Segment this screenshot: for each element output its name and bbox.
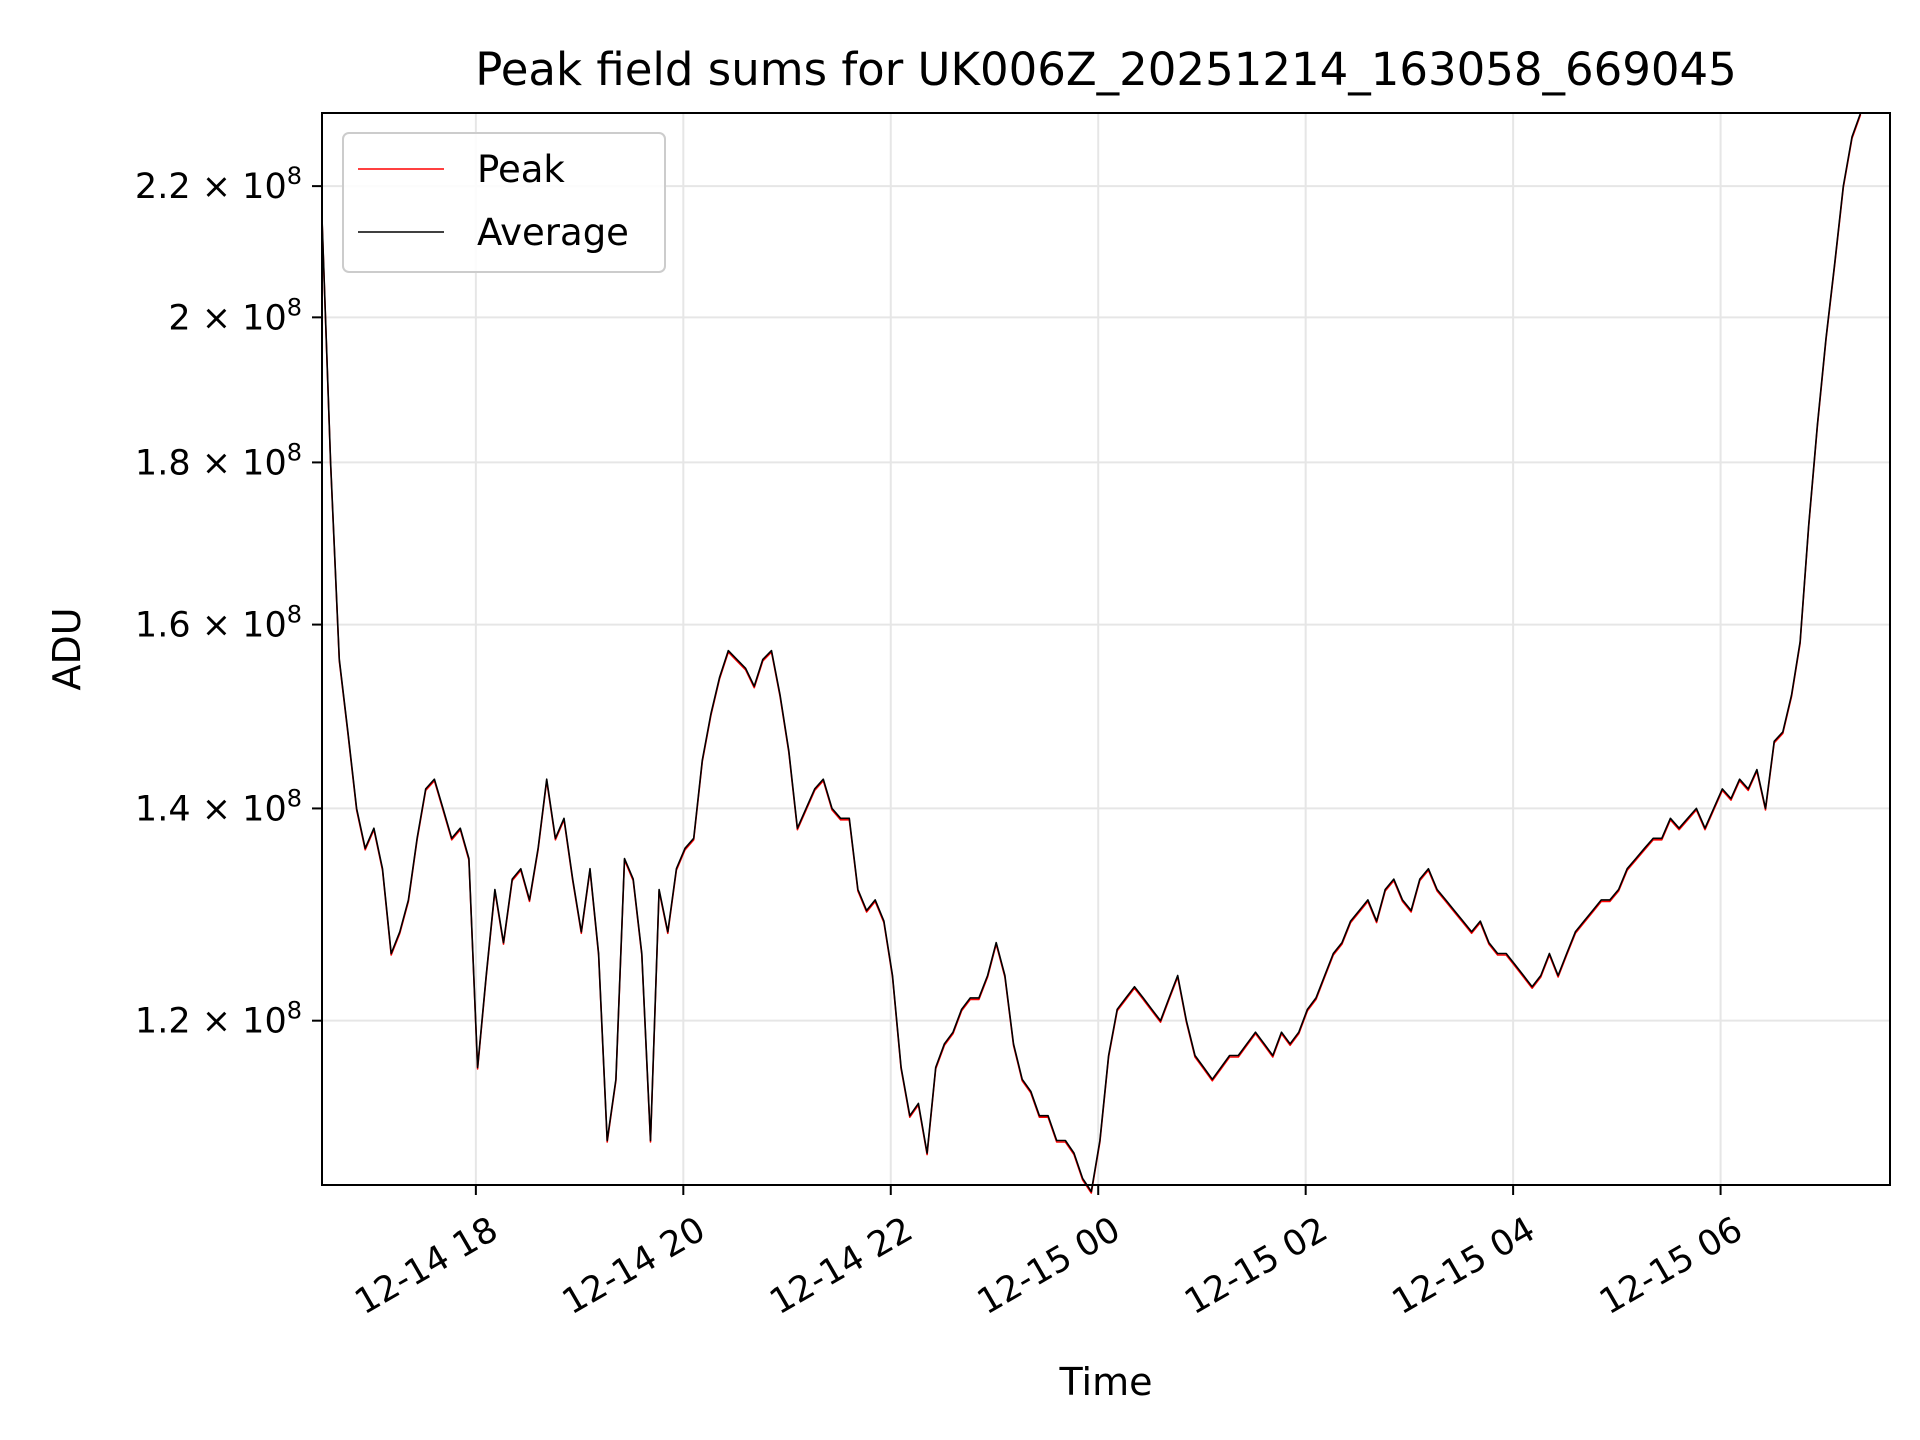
y-axis-label: ADU	[45, 607, 89, 690]
y-tick-label: 2 × 108	[168, 293, 302, 338]
chart-title: Peak field sums for UK006Z_20251214_1630…	[475, 43, 1737, 96]
x-axis-label: Time	[1059, 1360, 1153, 1404]
y-tick-times: × 10	[191, 606, 287, 646]
y-tick-exponent: 8	[287, 293, 302, 321]
y-tick-mantissa: 2	[168, 298, 190, 338]
y-tick-exponent: 8	[287, 438, 302, 466]
y-tick-label: 1.6 × 108	[135, 601, 302, 646]
y-tick-times: × 10	[191, 443, 287, 483]
y-tick-mantissa: 1.2	[135, 1002, 191, 1042]
legend: Peak Average	[342, 132, 666, 273]
y-tick-label: 1.2 × 108	[135, 997, 302, 1042]
grid	[322, 113, 1890, 1185]
plot-frame	[321, 112, 1891, 1186]
y-tick-exponent: 8	[287, 601, 302, 629]
y-tick-exponent: 8	[287, 784, 302, 812]
y-tick-mantissa: 1.4	[135, 789, 191, 829]
y-tick-times: × 10	[191, 789, 287, 829]
legend-label-average: Average	[477, 211, 629, 254]
legend-box	[342, 132, 666, 273]
y-tick-label: 1.4 × 108	[135, 784, 302, 829]
y-tick-times: × 10	[191, 1002, 287, 1042]
y-tick-exponent: 8	[287, 997, 302, 1025]
series-layer	[321, 112, 1862, 1194]
y-tick-exponent: 8	[287, 162, 302, 190]
y-tick-mantissa: 1.6	[135, 606, 191, 646]
legend-label-peak: Peak	[477, 148, 565, 191]
y-tick-times: × 10	[191, 298, 287, 338]
series-line-average	[321, 112, 1862, 1193]
y-tick-label: 2.2 × 108	[135, 162, 302, 207]
y-tick-label: 1.8 × 108	[135, 438, 302, 483]
y-tick-mantissa: 2.2	[135, 167, 191, 207]
y-tick-times: × 10	[191, 167, 287, 207]
y-tick-mantissa: 1.8	[135, 443, 191, 483]
